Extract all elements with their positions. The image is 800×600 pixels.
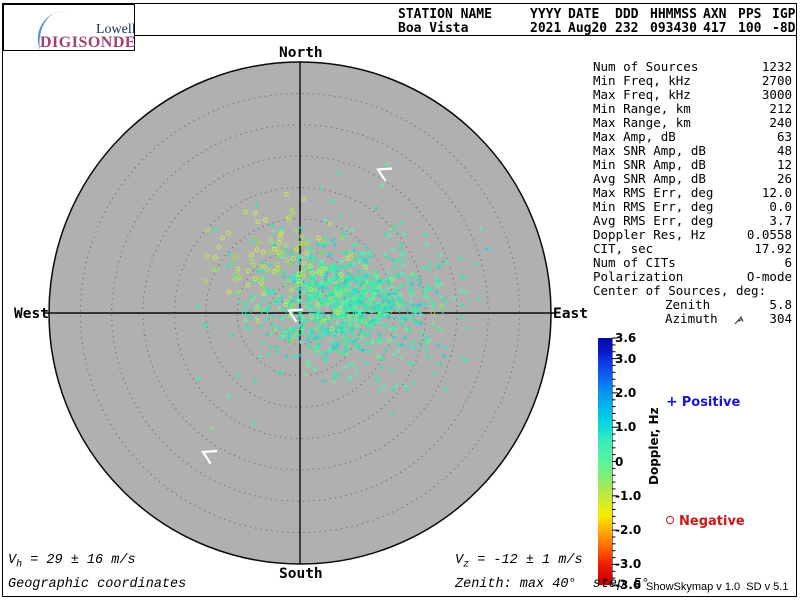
- stats-row: Avg RMS Err, deg 3.7: [593, 213, 792, 228]
- legend-positive-label: Positive: [681, 395, 741, 410]
- header-col-igp: IGP -8D: [772, 7, 796, 36]
- label-east: East: [553, 306, 588, 322]
- stats-row: Max SNR Amp, dB 48: [593, 143, 792, 158]
- colorbar-label: -2.0: [615, 523, 642, 538]
- stats-row: Max Freq, kHz 3000: [593, 87, 792, 102]
- doppler-colorbar: [598, 338, 612, 585]
- stats-row: Min RMS Err, deg 0.0: [593, 199, 792, 214]
- zenith-step-label: Zenith: max 40° step 5°: [455, 577, 650, 592]
- colorbar-label: -1.0: [615, 488, 642, 503]
- header-separator: [3, 35, 796, 36]
- stats-row: Max Amp, dB 63: [593, 129, 792, 144]
- stats-row: Zenith 5.8: [665, 297, 792, 312]
- colorbar-label: 0: [615, 454, 624, 469]
- circle-icon: [666, 516, 674, 524]
- stats-row: CIT, sec 17.92: [593, 241, 792, 256]
- stats-row: Doppler Res, Hz 0.0558: [593, 227, 792, 242]
- colorbar-label: 3.6: [615, 331, 637, 345]
- header-col-axn: AXN 417: [703, 7, 727, 36]
- stats-row: Azimuth 304: [665, 311, 792, 326]
- colorbar-label: -3.0: [615, 557, 642, 572]
- header-col-date: DATE Aug20: [568, 7, 608, 36]
- colorbar-ticks: [611, 337, 618, 586]
- header-col-station-name: STATION NAME Boa Vista: [398, 7, 492, 36]
- scatter-points: [195, 161, 490, 430]
- stats-row: Num of Sources 1232: [593, 59, 792, 74]
- stats-row: Polarization O-mode: [593, 269, 792, 284]
- stats-row: Max Range, km 240: [593, 115, 792, 130]
- colorbar-title: Doppler, Hz: [647, 407, 661, 485]
- legend-negative-label: Negative: [679, 514, 745, 529]
- header-col-yyyy: YYYY 2021: [530, 7, 562, 36]
- colorbar-label: -3.6: [615, 578, 642, 592]
- plus-icon: +: [666, 394, 678, 410]
- crescent-icon: [37, 10, 66, 50]
- stats-row: Max RMS Err, deg 12.0: [593, 185, 792, 200]
- header-col-hhmmss: HHMMSS 093430: [650, 7, 697, 36]
- stats-row: Min Range, km 212: [593, 101, 792, 116]
- stats-row: Min SNR Amp, dB 12: [593, 157, 792, 172]
- label-west: West: [14, 306, 49, 322]
- legend-positive: + Positive: [666, 394, 740, 410]
- legend-negative: Negative: [666, 514, 745, 529]
- mouse-cursor: [734, 315, 744, 325]
- header-col-ddd: DDD 232: [615, 7, 639, 36]
- window-border: [2, 3, 797, 597]
- stats-row: Avg SNR Amp, dB 26: [593, 171, 792, 186]
- stats-row: Num of CITs 6: [593, 255, 792, 270]
- label-north: North: [279, 45, 323, 61]
- coordinates-label: Geographic coordinates: [8, 577, 187, 592]
- lowell-digisonde-logo: Lowell DIGISONDE: [3, 4, 137, 51]
- colorbar-label: 1.0: [615, 420, 637, 435]
- version-label: ShowSkymap v 1.0 SD v 5.1: [646, 581, 789, 593]
- direction-chevrons: [201, 167, 393, 465]
- colorbar-label: 2.0: [615, 385, 637, 400]
- label-south: South: [279, 566, 323, 582]
- stats-row: Min Freq, kHz 2700: [593, 73, 792, 88]
- vh-value: Vh = 29 ± 16 m/s: [8, 553, 136, 571]
- colorbar-label: 3.0: [615, 351, 637, 366]
- logo-digisonde-text: DIGISONDE: [40, 34, 137, 51]
- logo-lowell-text: Lowell: [96, 22, 136, 37]
- header-col-pps: PPS 100: [738, 7, 762, 36]
- stats-row: Center of Sources, deg:: [593, 283, 767, 298]
- vz-value: Vz = -12 ± 1 m/s: [455, 553, 583, 571]
- stats-panel: Num of Sources 1232 Min Freq, kHz 2700 Max F…: [593, 60, 792, 326]
